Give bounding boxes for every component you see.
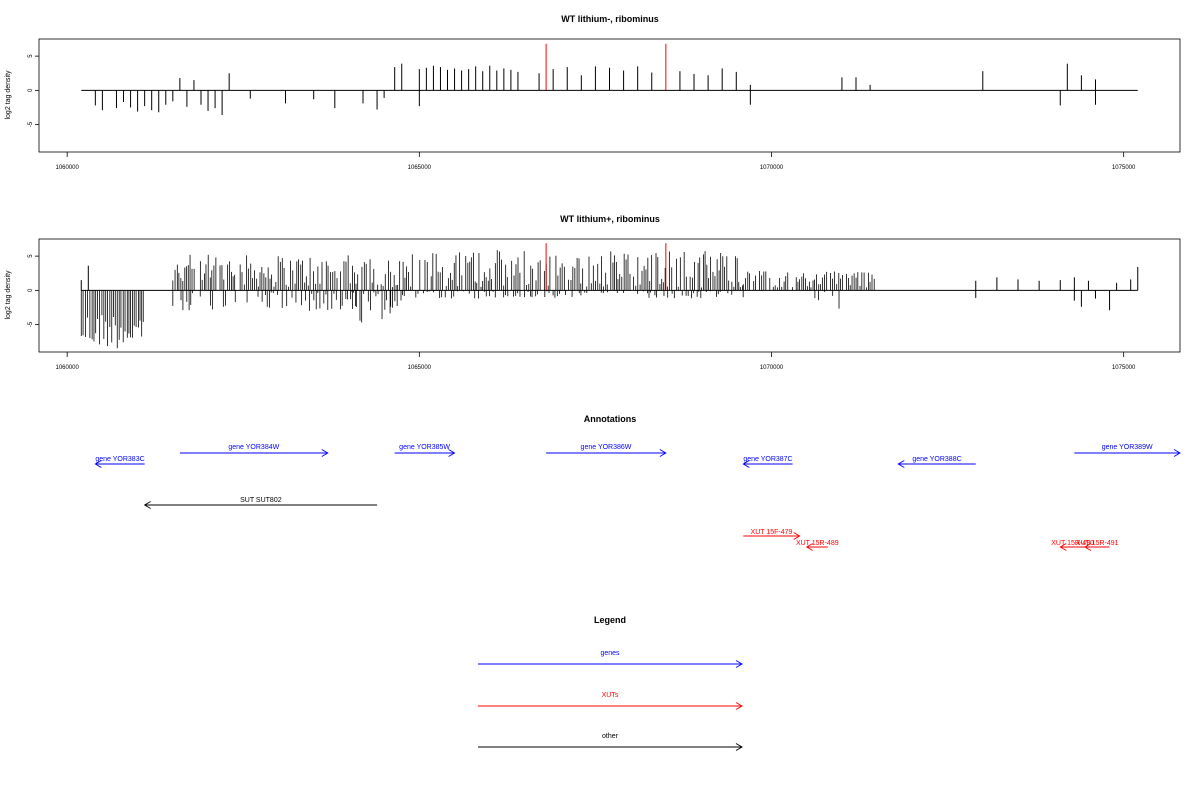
tag-density-bars xyxy=(80,243,1139,349)
legend-arrow-xut xyxy=(478,702,743,710)
annotation-arrow-gene xyxy=(897,460,976,468)
legend-arrow-gene xyxy=(478,660,743,668)
annotation-label: gene YOR385W xyxy=(399,444,450,451)
y-tick-label: 0 xyxy=(28,288,34,292)
panel-title: WT lithium-, ribominus xyxy=(561,14,659,24)
annotation-label: XUT 15R-490 xyxy=(1051,540,1094,547)
x-tick-label: 1060000 xyxy=(55,165,79,171)
legend-label: genes xyxy=(600,650,620,657)
tag-density-bars xyxy=(81,43,1138,116)
x-tick-label: 1060000 xyxy=(55,365,79,371)
plot-frame xyxy=(38,38,1181,153)
x-tick-label: 1075000 xyxy=(1112,365,1136,371)
x-tick-label: 1070000 xyxy=(760,365,784,371)
annotation-arrow-xut xyxy=(1059,543,1085,551)
y-tick-label: 5 xyxy=(28,254,34,258)
track-panel-lithium-minus: WT lithium-, ribominus log2 tag density … xyxy=(5,14,1181,171)
annotation-arrow-other xyxy=(143,501,378,509)
x-tick-label: 1065000 xyxy=(408,365,432,371)
annotation-label: gene YOR383C xyxy=(95,456,144,463)
legend-label: XUTs xyxy=(602,692,619,699)
annotation-label: gene YOR389W xyxy=(1102,444,1153,451)
annotation-arrow-gene xyxy=(546,449,667,457)
legend-arrow-other xyxy=(478,743,743,751)
x-tick-label: 1065000 xyxy=(408,165,432,171)
annotation-label: SUT SUT802 xyxy=(240,497,282,504)
annotation-label: XUT 15R-491 xyxy=(1076,540,1119,547)
annotation-label: gene YOR386W xyxy=(581,444,632,451)
annotations-title: Annotations xyxy=(584,414,637,424)
y-tick-label: -5 xyxy=(28,321,34,327)
annotation-arrow-gene xyxy=(179,449,329,457)
y-tick-label: -5 xyxy=(28,121,34,127)
legend-title: Legend xyxy=(594,615,626,625)
panel-title: WT lithium+, ribominus xyxy=(560,214,660,224)
y-tick-label: 5 xyxy=(28,54,34,58)
axes: -5 0 5 1060000 1065000 1070000 1075000 xyxy=(28,54,1136,171)
annotation-arrow-gene xyxy=(742,460,793,468)
annotation-arrow-gene xyxy=(94,460,145,468)
legend-label: other xyxy=(602,733,619,740)
annotation-label: gene YOR388C xyxy=(912,456,961,463)
annotation-features: gene YOR383C gene YOR384W gene YOR385W gene… xyxy=(94,444,1181,551)
annotation-arrow-xut xyxy=(1084,543,1110,551)
y-axis-label: log2 tag density xyxy=(5,270,12,320)
annotation-arrow-gene xyxy=(1074,449,1181,457)
y-tick-label: 0 xyxy=(28,88,34,92)
y-axis-label: log2 tag density xyxy=(5,70,12,120)
track-panel-lithium-plus: WT lithium+, ribominus log2 tag density … xyxy=(5,214,1181,371)
annotation-label: gene YOR387C xyxy=(743,456,792,463)
annotation-label: XUT 15R-489 xyxy=(796,540,839,547)
annotation-arrow-xut xyxy=(805,543,828,551)
plot-frame xyxy=(38,238,1181,353)
annotation-arrow-gene xyxy=(394,449,456,457)
x-tick-label: 1070000 xyxy=(760,165,784,171)
annotation-label: XUT 15F-479 xyxy=(751,529,793,536)
legend-items: genes XUTs other xyxy=(478,650,743,751)
axes: -5 0 5 1060000 1065000 1070000 1075000 xyxy=(28,254,1136,371)
annotation-label: gene YOR384W xyxy=(228,444,279,451)
legend: Legend genes XUTs other xyxy=(478,615,743,751)
annotation-arrow-xut xyxy=(743,532,801,540)
x-tick-label: 1075000 xyxy=(1112,165,1136,171)
